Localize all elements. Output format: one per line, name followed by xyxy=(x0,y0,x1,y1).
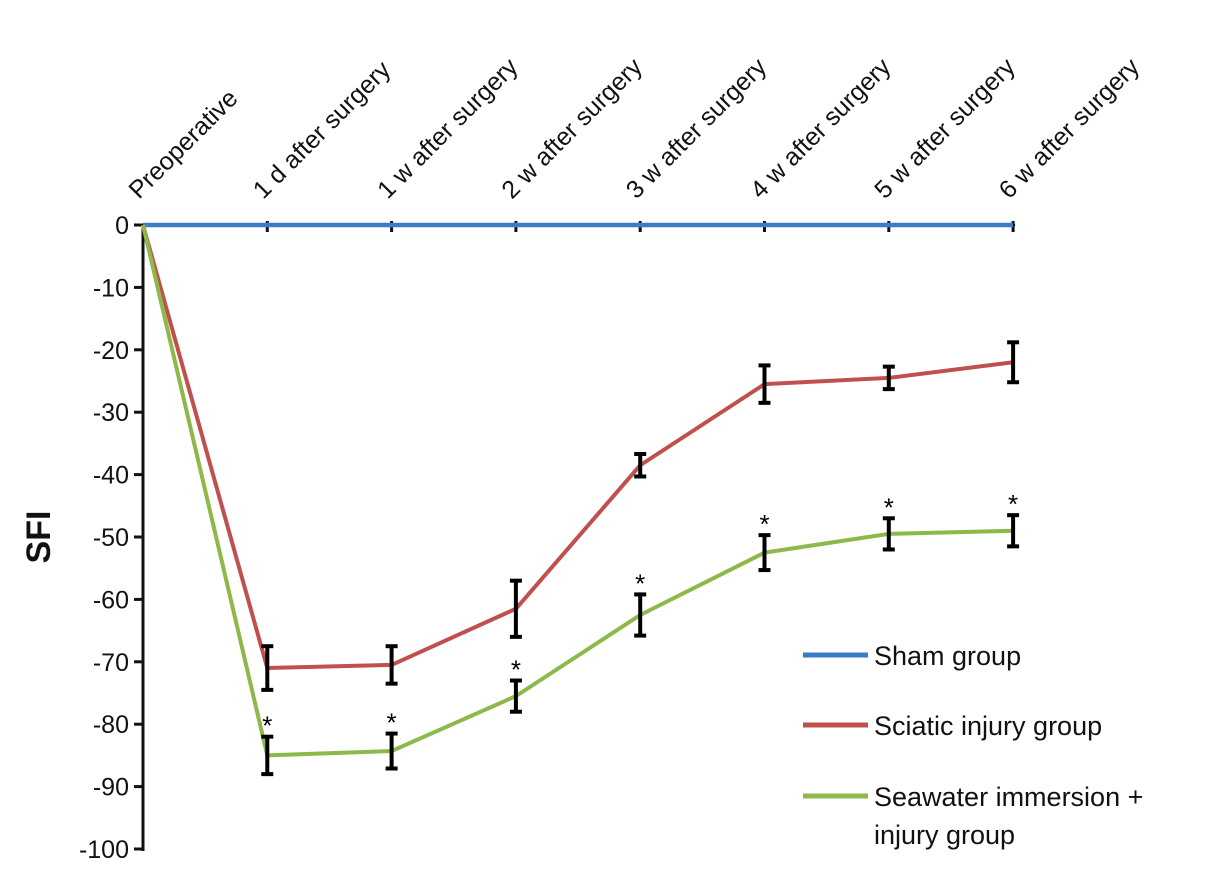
legend-label: Sciatic injury group xyxy=(874,711,1102,741)
y-tick-label: -60 xyxy=(93,586,129,614)
y-tick-label: -30 xyxy=(93,399,129,427)
y-tick-label: 0 xyxy=(115,212,129,240)
significance-star: * xyxy=(759,509,769,539)
significance-star: * xyxy=(884,492,894,522)
y-axis-title: SFI xyxy=(20,511,58,564)
y-tick-label: -80 xyxy=(93,711,129,739)
y-tick-label: -70 xyxy=(93,649,129,677)
significance-star: * xyxy=(511,655,521,685)
legend-label: Sham group xyxy=(874,641,1021,671)
series-line-sciatic xyxy=(141,224,1014,671)
legend-label: Seawater immersion + xyxy=(874,782,1143,812)
significance-star: * xyxy=(635,568,645,598)
y-tick-label: -100 xyxy=(79,836,129,864)
y-tick-label: -10 xyxy=(93,274,129,302)
y-tick-label: -90 xyxy=(93,774,129,802)
significance-star: * xyxy=(387,708,397,738)
series-line-seawater xyxy=(141,224,1014,758)
y-tick-label: -50 xyxy=(93,524,129,552)
significance-star: * xyxy=(262,711,272,741)
y-tick-label: -40 xyxy=(93,462,129,490)
significance-star: * xyxy=(1008,489,1018,519)
y-tick-label: -20 xyxy=(93,337,129,365)
legend-label: injury group xyxy=(874,820,1015,850)
x-category-label: Preoperative xyxy=(123,84,243,204)
